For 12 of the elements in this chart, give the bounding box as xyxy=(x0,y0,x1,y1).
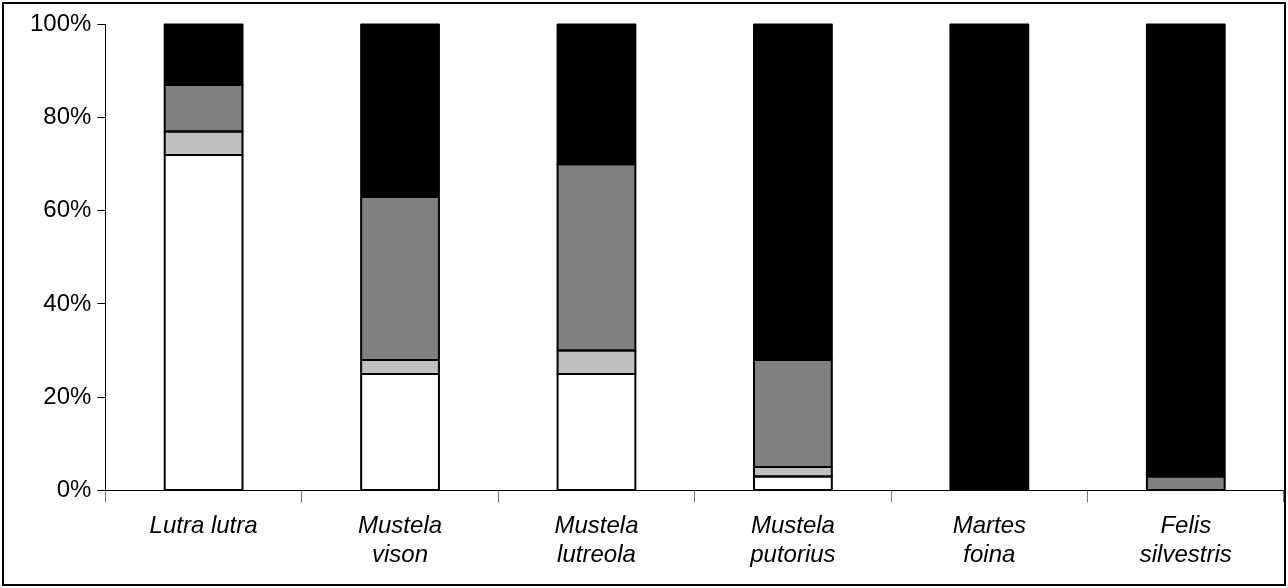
y-tick-label: 40% xyxy=(43,288,92,316)
x-tick-label: Lutra lutra xyxy=(149,511,258,539)
x-tick-label: Felis silvestris xyxy=(1139,511,1232,568)
x-tick-label: Mustela putorius xyxy=(749,511,836,568)
x-tick-label: Mustela vison xyxy=(358,511,443,568)
y-tick-label: 100% xyxy=(29,9,92,37)
y-tick-label: 80% xyxy=(43,102,92,130)
y-tick-label: 0% xyxy=(56,475,92,503)
x-tick-label: Mustela lutreola xyxy=(554,511,639,568)
x-tick-label: Martes foina xyxy=(952,511,1027,568)
y-tick-label: 20% xyxy=(43,381,92,409)
y-tick-label: 60% xyxy=(43,195,92,223)
